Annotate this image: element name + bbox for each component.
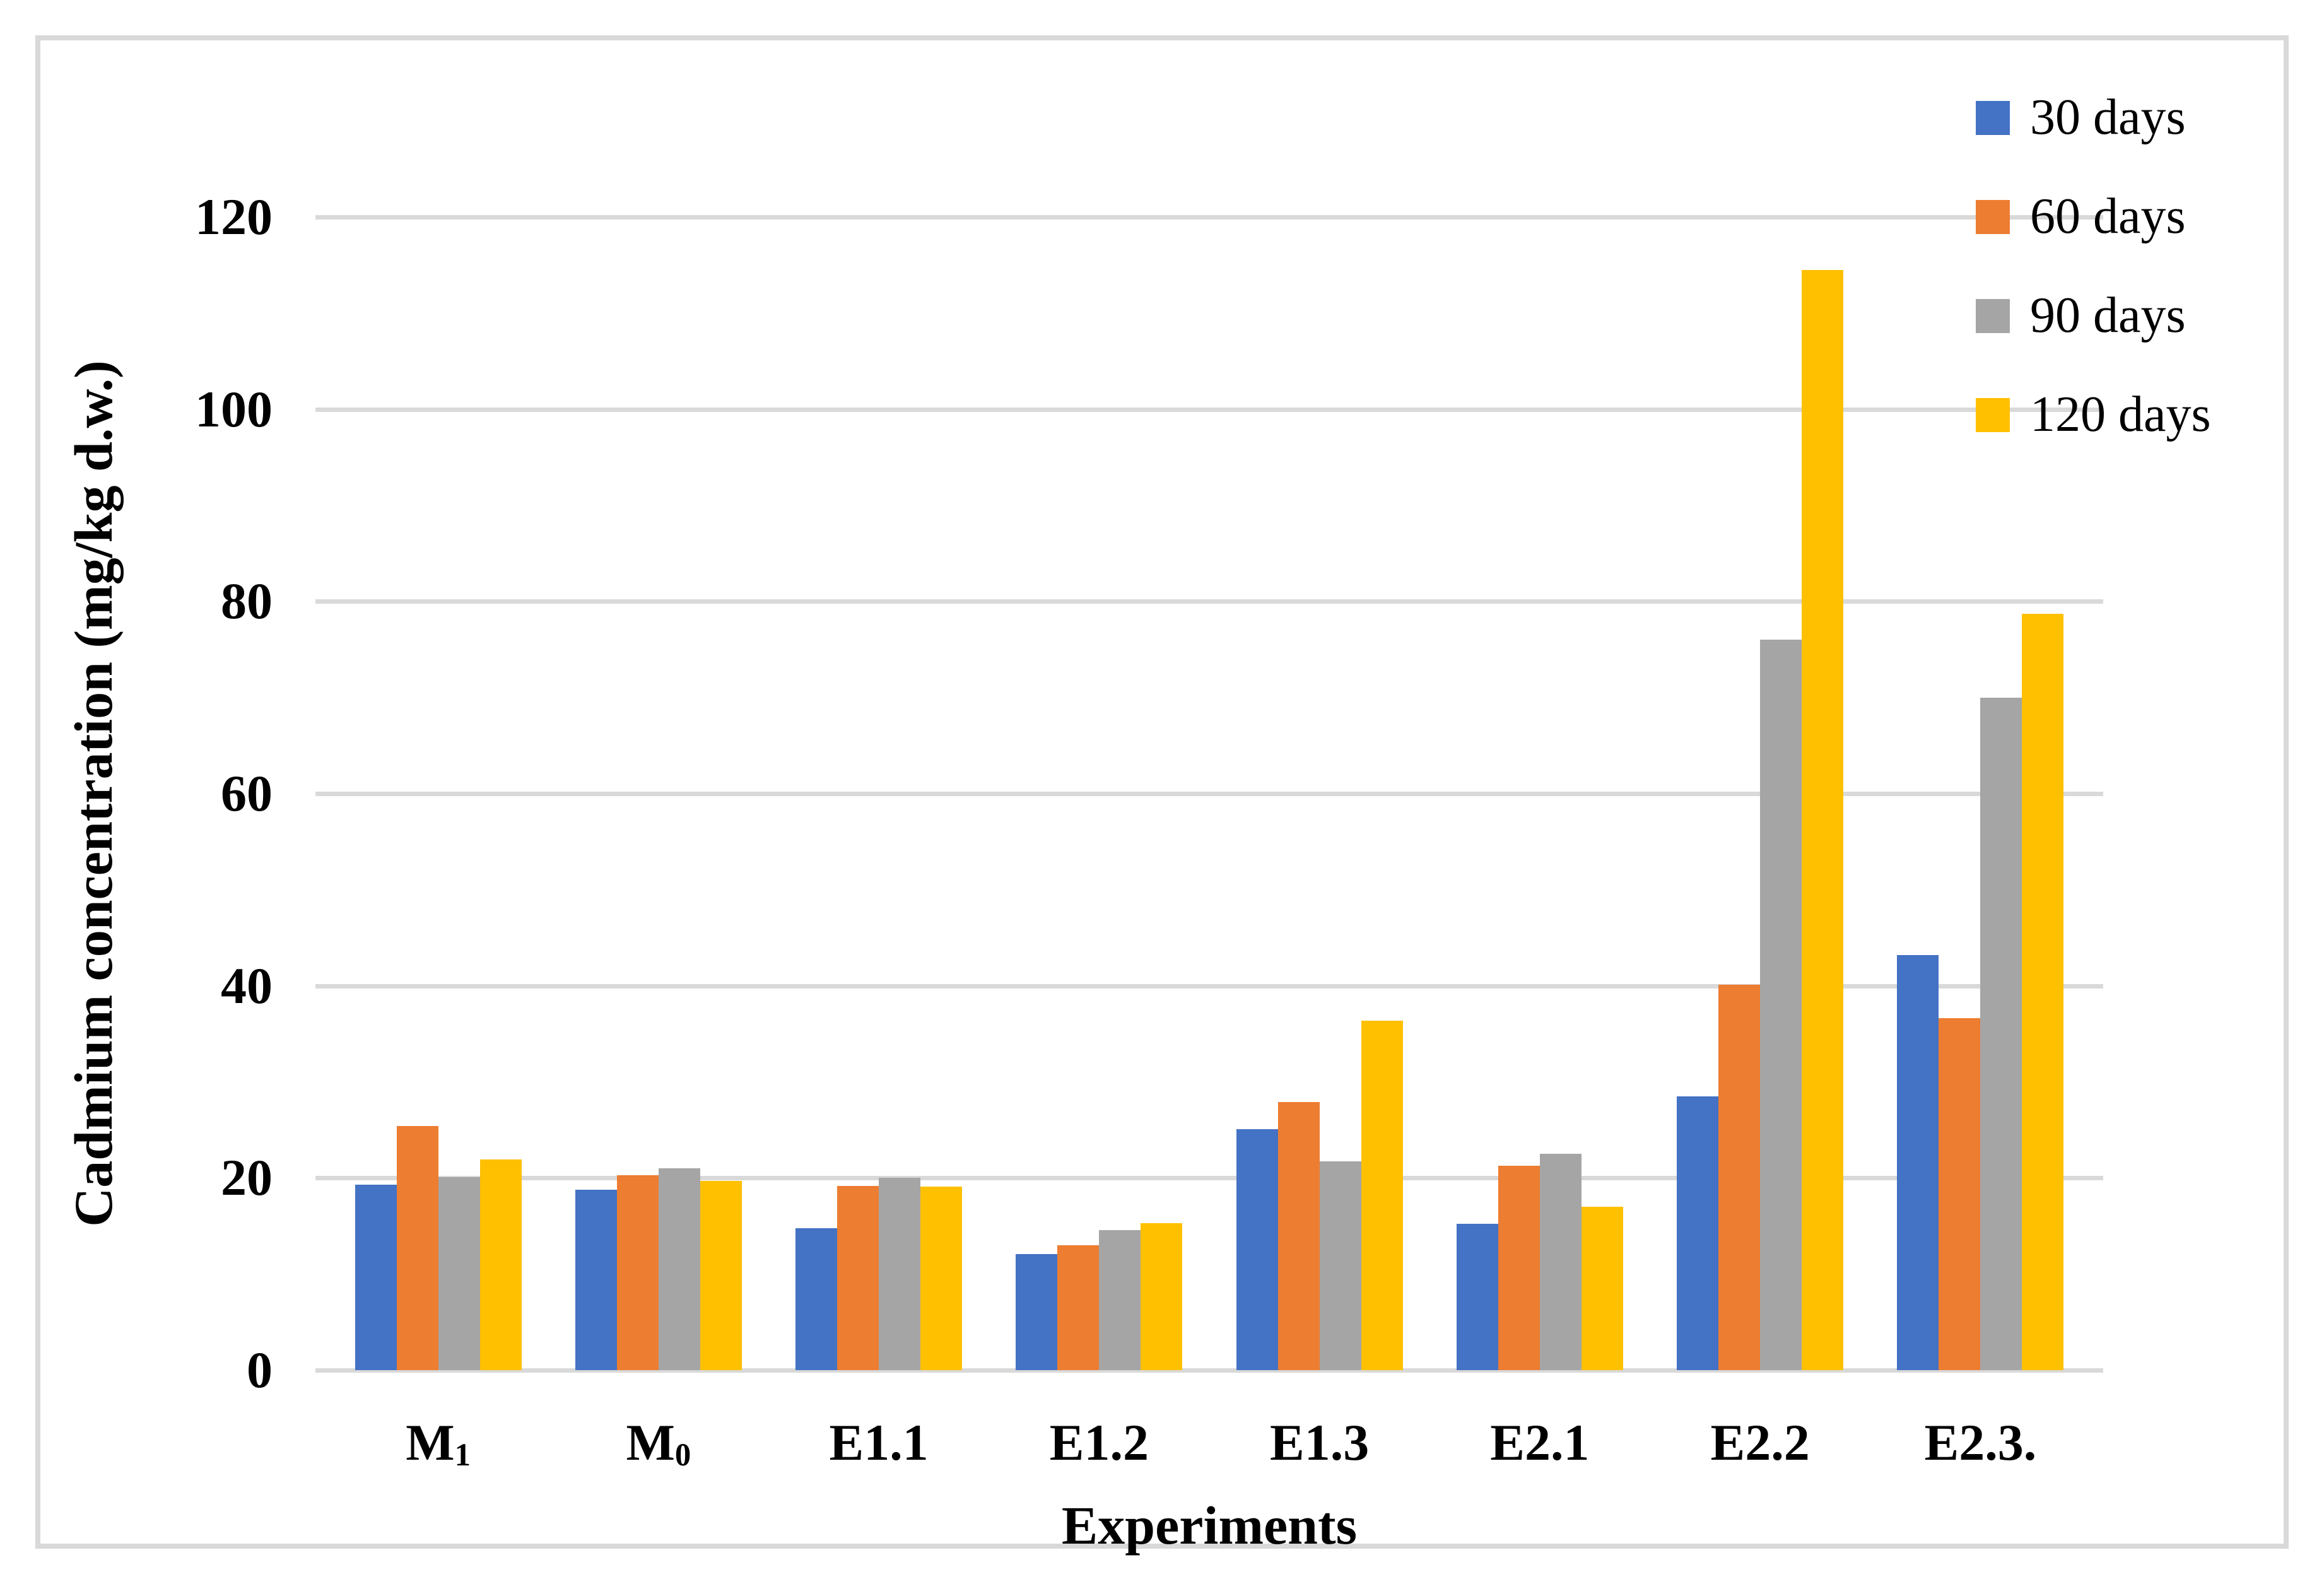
bar-30-days-e1-3 xyxy=(1236,1129,1278,1370)
x-category-label-e2-1: E2.1 xyxy=(1490,1414,1590,1471)
legend-swatch-30-days xyxy=(1976,100,2010,135)
bar-30-days-e1-1 xyxy=(795,1228,838,1370)
x-category-label-m1: M1 xyxy=(406,1414,471,1473)
bar-60-days-e1-3 xyxy=(1277,1101,1320,1370)
bar-30-days-e2-3 xyxy=(1897,954,1939,1370)
gridline-y-40 xyxy=(315,983,2103,989)
y-tick-label-40: 40 xyxy=(221,956,273,1014)
y-tick-label-0: 0 xyxy=(247,1341,273,1399)
bar-120-days-e2-2 xyxy=(1802,269,1844,1370)
bar-60-days-m0 xyxy=(616,1175,659,1370)
y-tick-label-20: 20 xyxy=(221,1149,273,1207)
bar-60-days-m1 xyxy=(396,1126,438,1370)
bar-90-days-e1-1 xyxy=(879,1178,921,1370)
x-category-label-e2-3: E2.3. xyxy=(1924,1414,2037,1471)
x-category-label-e2-2: E2.2 xyxy=(1710,1414,1810,1471)
bar-90-days-m1 xyxy=(438,1176,480,1370)
y-tick-label-100: 100 xyxy=(195,380,273,438)
bar-60-days-e2-1 xyxy=(1498,1165,1540,1370)
bar-120-days-e2-1 xyxy=(1581,1207,1623,1370)
x-category-label-e1-1: E1.1 xyxy=(829,1414,929,1471)
x-axis-title: Experiments xyxy=(1061,1495,1358,1556)
bar-60-days-e2-3 xyxy=(1939,1018,1981,1370)
legend-item-30-days: 30 days xyxy=(1976,68,2211,167)
x-axis-baseline xyxy=(315,1368,2103,1373)
bar-30-days-e2-1 xyxy=(1456,1224,1498,1370)
chart-border xyxy=(35,35,2289,1549)
bar-120-days-m0 xyxy=(700,1180,742,1370)
legend-item-120-days: 120 days xyxy=(1976,365,2211,464)
bar-60-days-e1-1 xyxy=(837,1185,879,1370)
bar-30-days-e2-2 xyxy=(1677,1096,1719,1370)
legend-swatch-120-days xyxy=(1976,397,2010,432)
bar-90-days-m0 xyxy=(658,1168,700,1370)
y-tick-label-120: 120 xyxy=(195,188,273,245)
bar-30-days-m0 xyxy=(575,1189,617,1370)
bar-60-days-e1-2 xyxy=(1057,1245,1100,1370)
bar-30-days-e1-2 xyxy=(1016,1253,1058,1370)
bar-120-days-e1-2 xyxy=(1141,1223,1183,1370)
x-category-label-m0: M0 xyxy=(626,1414,691,1473)
x-category-label-e1-2: E1.2 xyxy=(1049,1414,1149,1471)
gridline-y-120 xyxy=(315,215,2103,220)
bar-90-days-e2-3 xyxy=(1980,697,2022,1370)
gridline-y-60 xyxy=(315,792,2103,796)
legend-swatch-60-days xyxy=(1976,199,2010,234)
legend-label-120-days: 120 days xyxy=(2030,387,2211,442)
bar-90-days-e2-1 xyxy=(1539,1154,1582,1370)
legend: 30 days 60 days 90 days 120 days xyxy=(1976,68,2211,464)
legend-label-60-days: 60 days xyxy=(2030,189,2186,244)
legend-label-90-days: 90 days xyxy=(2030,288,2186,343)
bar-120-days-m1 xyxy=(479,1159,522,1370)
plot-area xyxy=(315,215,2103,1373)
y-tick-label-60: 60 xyxy=(221,765,273,822)
bar-120-days-e2-3 xyxy=(2022,614,2064,1370)
gridline-y-20 xyxy=(315,1176,2103,1181)
gridline-y-80 xyxy=(315,599,2103,604)
bar-90-days-e1-2 xyxy=(1099,1229,1141,1370)
bar-90-days-e1-3 xyxy=(1319,1161,1361,1370)
bar-90-days-e2-2 xyxy=(1760,640,1802,1370)
bar-120-days-e1-1 xyxy=(920,1187,963,1370)
bar-60-days-e2-2 xyxy=(1718,985,1761,1370)
x-category-label-e1-3: E1.3 xyxy=(1270,1414,1370,1471)
bar-30-days-m1 xyxy=(355,1184,397,1370)
bar-120-days-e1-3 xyxy=(1361,1020,1403,1370)
legend-item-60-days: 60 days xyxy=(1976,167,2211,266)
y-tick-label-80: 80 xyxy=(221,572,273,630)
gridline-y-100 xyxy=(315,407,2103,412)
legend-item-90-days: 90 days xyxy=(1976,266,2211,365)
legend-label-30-days: 30 days xyxy=(2030,90,2186,145)
legend-swatch-90-days xyxy=(1976,298,2010,333)
